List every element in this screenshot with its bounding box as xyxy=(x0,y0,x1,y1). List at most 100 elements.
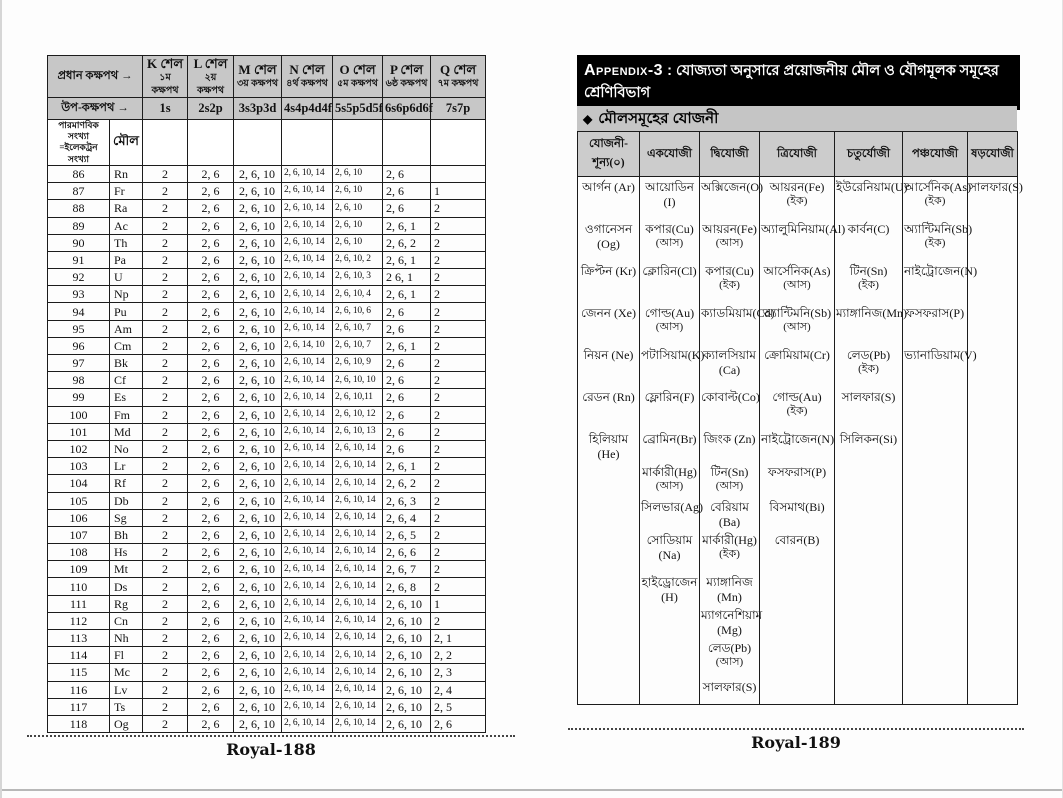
element-symbol-cell: Th xyxy=(108,233,144,252)
element-row: 101 Md 2 2, 6 2, 6, 10 2, 6, 10, 14 2, 6, 10, … xyxy=(47,422,487,441)
electron-config-cell: 2, 6, 1 xyxy=(382,457,432,476)
electron-config-cell: 2, 6, 10 xyxy=(233,302,283,321)
electron-config-cell: 2, 6, 8 xyxy=(382,577,432,596)
electron-config-cell: 2, 6 xyxy=(187,474,235,493)
column-label-row: পারমাণবিক সংখ্যা =ইলেকট্রন সংখ্যা মৌল xyxy=(47,118,487,166)
element-name: ক্লোরিন(Cl) xyxy=(642,264,697,278)
element-suffix: (ইক) xyxy=(786,195,808,207)
empty-cell xyxy=(834,462,903,497)
valency-element-cell: কার্বন(C) xyxy=(834,219,903,261)
element-symbol-cell: Cf xyxy=(108,371,144,390)
electron-config-cell: 2 xyxy=(430,353,487,373)
electron-config-cell: 2, 6, 10, 14 xyxy=(281,646,334,665)
electron-config-cell: 2, 6 xyxy=(187,302,235,321)
element-name: বিসমাথ(Bi) xyxy=(769,500,825,514)
appendix-label: Appendix-3 xyxy=(584,62,664,79)
electron-config-cell: 2 xyxy=(142,371,189,390)
valency-element-cell: হাইড্রোজেন (H) xyxy=(639,572,700,605)
valency-row: লেড(Pb) (আস) xyxy=(577,638,1018,677)
electron-config-cell: 2, 6, 10, 7 xyxy=(332,319,384,338)
empty-cell xyxy=(834,572,903,605)
electron-config-cell: 2, 6, 10 xyxy=(382,628,432,648)
element-name: মার্কারী(Hg) xyxy=(642,465,697,479)
electron-config-cell: 2, 6, 10, 14 xyxy=(332,697,384,716)
electron-config-cell: 2, 6, 10, 14 xyxy=(281,508,334,527)
element-name: ক্রিপ্টন (Kr) xyxy=(580,264,637,278)
valency-header: ত্রিযোজী xyxy=(759,131,835,177)
element-symbol-cell: Sg xyxy=(108,508,144,527)
atomic-number-cell: 89 xyxy=(47,216,110,235)
element-row: 91 Pa 2 2, 6 2, 6, 10 2, 6, 10, 14 2, 6, 10, 2… xyxy=(47,250,487,270)
valency-element-cell: কপার(Cu) (আস) xyxy=(639,219,700,261)
element-name: ইউরেনিয়াম(U) xyxy=(836,180,908,194)
element-row: 86 Rn 2 2, 6 2, 6, 10 2, 6, 10, 14 2, 6, 10 2, … xyxy=(47,164,487,184)
shell-orbit: ৩য় কক্ষপথ xyxy=(236,79,279,90)
empty-cell xyxy=(967,345,1018,387)
electron-config-cell: 2, 6, 10 xyxy=(233,164,283,184)
electron-config-cell: 2 xyxy=(142,663,189,682)
atomic-number-cell: 100 xyxy=(47,405,110,424)
electron-config-cell: 2, 6, 10, 7 xyxy=(332,336,384,356)
shell-header: M শেল ৩য় কক্ষপথ xyxy=(233,55,283,98)
electron-config-cell: 2 xyxy=(430,233,487,252)
valency-element-cell: টিন(Sn) (ইক) xyxy=(834,261,903,303)
atomic-number-cell: 109 xyxy=(47,560,110,579)
atomic-number-label-line2: =ইলেকট্রন সংখ্যা xyxy=(59,142,98,164)
appendix-separator: : xyxy=(663,63,676,79)
electron-config-cell: 2, 6, 10 xyxy=(332,233,384,252)
electron-config-cell: 2, 6 xyxy=(187,250,235,270)
electron-config-cell: 2 6, 1 xyxy=(382,268,432,287)
element-row: 90 Th 2 2, 6 2, 6, 10 2, 6, 10, 14 2, 6, 10 2, … xyxy=(47,233,487,252)
electron-config-cell: 2 xyxy=(430,577,487,596)
element-symbol-cell: Bh xyxy=(108,525,144,545)
empty-cell xyxy=(639,677,700,705)
element-name: কপার(Cu) xyxy=(645,222,694,236)
element-row: 115 Mc 2 2, 6 2, 6, 10 2, 6, 10, 14 2, 6, 10, … xyxy=(47,663,487,682)
electron-config-cell: 2, 6, 1 xyxy=(382,336,432,356)
valency-element-cell: কপার(Cu) (ইক) xyxy=(699,261,760,303)
empty-cell xyxy=(382,118,432,166)
element-name: সালফার(S) xyxy=(841,390,896,404)
element-symbol-cell: Hs xyxy=(108,543,144,562)
element-symbol-cell: Am xyxy=(108,319,144,338)
electron-config-cell: 2 xyxy=(142,199,189,218)
electron-config-cell: 2, 6, 10 xyxy=(382,714,432,734)
electron-config-cell: 2 xyxy=(142,508,189,527)
valency-element-cell: পটাসিয়াম(K) xyxy=(639,345,704,387)
electron-config-cell: 2, 3 xyxy=(430,663,487,682)
electron-config-cell: 2, 6, 10 xyxy=(382,663,432,682)
page-number-right: Royal-189 xyxy=(568,728,1024,752)
electron-config-cell: 2, 6, 10 xyxy=(233,319,283,338)
electron-config-cell: 2, 6, 10 xyxy=(233,353,283,373)
element-name: টিন(Sn) xyxy=(710,465,749,479)
valency-element-cell: সোডিয়াম (Na) xyxy=(639,530,700,572)
element-name: ফসফরাস(P) xyxy=(767,465,827,479)
electron-config-cell: 2 xyxy=(142,714,189,734)
element-symbol-cell: Db xyxy=(108,491,144,510)
electron-config-cell: 2, 6, 10 xyxy=(233,543,283,562)
valency-element-cell: ওগানেসন (Og) xyxy=(577,219,640,261)
electron-config-cell: 2, 6, 10, 14 xyxy=(281,543,334,562)
shell-orbit: ১ম কক্ষপথ xyxy=(151,73,179,96)
empty-cell xyxy=(577,497,640,530)
electron-config-cell: 2, 6 xyxy=(187,388,235,407)
electron-config-cell: 2, 6, 10, 2 xyxy=(332,250,384,270)
electron-config-cell: 2, 6, 10, 14 xyxy=(281,302,334,321)
valency-element-cell: ক্যাডমিয়াম(Cd) xyxy=(699,303,775,345)
empty-cell xyxy=(967,638,1018,677)
element-name: কার্বন(C) xyxy=(847,222,890,236)
electron-config-cell: 2, 6, 3 xyxy=(382,491,432,510)
empty-cell xyxy=(759,572,835,605)
electron-config-cell: 2 xyxy=(142,319,189,338)
shell-name: M শেল xyxy=(238,62,277,78)
element-symbol-cell: Fm xyxy=(108,405,144,424)
electron-config-cell: 2, 6, 10, 14 xyxy=(281,371,334,390)
electron-config-cell: 2, 6, 2 xyxy=(382,233,432,252)
element-row: 103 Lr 2 2, 6 2, 6, 10 2, 6, 10, 14 2, 6, 10, … xyxy=(47,457,487,476)
electron-config-cell: 2, 6 xyxy=(187,714,235,734)
element-name: অ্যান্টিমনি(Sb) xyxy=(762,306,832,320)
electron-config-cell: 2, 6 xyxy=(187,491,235,510)
element-name: আর্সেনিক(As) xyxy=(763,264,831,278)
valency-element-cell: ব্রোমিন(Br) xyxy=(639,429,700,462)
element-row: 117 Ts 2 2, 6 2, 6, 10 2, 6, 10, 14 2, 6, 10, … xyxy=(47,697,487,716)
